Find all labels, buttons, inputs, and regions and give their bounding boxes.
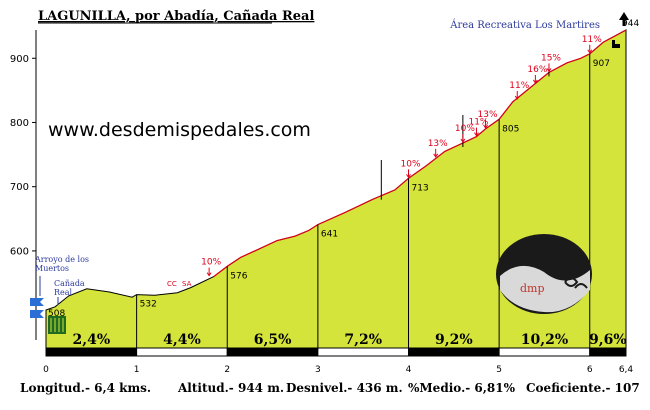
segment-gradient-label: 6,5%: [254, 332, 292, 348]
gradient-label: 13%: [428, 139, 448, 149]
summit-arrow-icon: [619, 12, 629, 26]
segment-gradient-label: 4,4%: [163, 332, 201, 348]
gradient-arrowhead: [483, 124, 488, 129]
y-tick-label: 800: [10, 118, 29, 129]
logo: dmp: [496, 234, 592, 314]
x-tick-label: 2: [224, 365, 230, 375]
altitude-label: 641: [321, 230, 338, 240]
altitude-label: 508: [48, 309, 65, 319]
segment-band: [317, 347, 409, 357]
segment-gradient-label: 10,2%: [521, 332, 568, 348]
gradient-label: 10%: [201, 258, 221, 268]
footer-stats: Longitud.- 6,4 kms. Altitud.- 944 m. Des…: [20, 381, 640, 395]
segment-band: [226, 347, 319, 357]
segment-gradient-label: 9,2%: [435, 332, 473, 348]
altitude-label: 944: [622, 19, 639, 29]
segment-gradient-label: 9,6%: [589, 332, 627, 348]
altitude-label: 907: [593, 59, 610, 69]
logo-text: dmp: [520, 282, 545, 295]
gradient-label: 15%: [541, 53, 561, 63]
gradient-arrowhead: [514, 95, 520, 100]
altitude-label: 713: [412, 183, 429, 193]
segment-gradient-label: 7,2%: [344, 332, 382, 348]
x-tick-label: 3: [315, 365, 321, 375]
altitude-label: 532: [140, 300, 157, 310]
place-label-line: Área Recreativa Los Martires: [449, 19, 600, 31]
gradient-arrowhead: [433, 153, 439, 158]
altitude-label: 576: [230, 271, 247, 281]
footer-coeficiente: Coeficiente.- 107: [526, 381, 640, 395]
gradient-arrowhead: [460, 138, 466, 143]
gradient-label: 10%: [455, 124, 475, 134]
footer-desnivel: Desnivel.- 436 m.: [286, 381, 403, 395]
sa-label: SA: [182, 280, 192, 288]
gradient-annotations: 10%10%13%10%11%13%11%16%15%11%: [201, 35, 602, 277]
gradient-label: 16%: [527, 65, 547, 75]
gradient-arrowhead: [474, 132, 479, 137]
gradient-arrowhead: [406, 174, 411, 179]
cc-label: CC: [167, 280, 177, 288]
picnic-icon: [612, 40, 620, 48]
y-tick-label: 900: [10, 54, 29, 65]
footer-longitud: Longitud.- 6,4 kms.: [20, 381, 151, 395]
place-label-line: Real: [54, 288, 73, 297]
segment-band: [589, 347, 627, 357]
place-label-line: Cañada: [54, 279, 85, 288]
altitude-label: 805: [502, 124, 519, 134]
x-tick-label: 0: [43, 365, 49, 375]
y-ticks: 600 700 800 900: [10, 54, 36, 257]
x-tick-label: 1: [134, 365, 140, 375]
gradient-label: 10%: [401, 159, 421, 169]
x-tick-label: 4: [406, 365, 412, 375]
watermark: www.desdemispedales.com: [48, 119, 311, 141]
place-label-line: Muertos: [35, 264, 69, 273]
segment-band: [498, 347, 591, 357]
gradient-arrowhead: [532, 79, 538, 84]
chart-title: LAGUNILLA, por Abadía, Cañada Real: [38, 9, 314, 24]
place-label-line: Arroyo de los: [34, 255, 89, 264]
segment-band: [136, 347, 228, 357]
gradient-label: 11%: [582, 35, 602, 45]
footer-medio: %Medio.- 6,81%: [408, 381, 516, 395]
gradient-label: 11%: [509, 81, 529, 91]
segment-gradient-label: 2,4%: [72, 332, 110, 348]
gradient-arrowhead: [546, 68, 552, 73]
segment-bar: 2,4% 4,4% 6,5% 7,2% 9,2% 10,2% 9,6%: [45, 332, 627, 357]
x-ticks: 0 1 2 3 4 5 6 6,4: [43, 365, 633, 375]
footer-altitud: Altitud.- 944 m.: [177, 381, 284, 395]
bridge-icon: [48, 316, 66, 334]
x-tick-label: 6: [587, 365, 593, 375]
segment-band: [45, 347, 138, 357]
segment-band: [408, 347, 500, 357]
gradient-arrowhead: [587, 49, 593, 54]
km-divider-lines: [136, 53, 591, 348]
x-tick-label: 6,4: [619, 365, 634, 375]
gradient-label: 11%: [468, 118, 488, 128]
gradient-arrowhead: [206, 272, 212, 277]
y-tick-label: 700: [10, 182, 29, 193]
start-marker: [30, 298, 44, 318]
steep-outline: [213, 29, 627, 278]
altitude-labels: 508 532 576 641 713 805 907 944: [48, 19, 639, 319]
gradient-label: 13%: [478, 110, 498, 120]
y-tick-label: 600: [10, 246, 29, 257]
cc-labels: CC SA: [167, 280, 192, 288]
x-tick-label: 5: [496, 365, 502, 375]
